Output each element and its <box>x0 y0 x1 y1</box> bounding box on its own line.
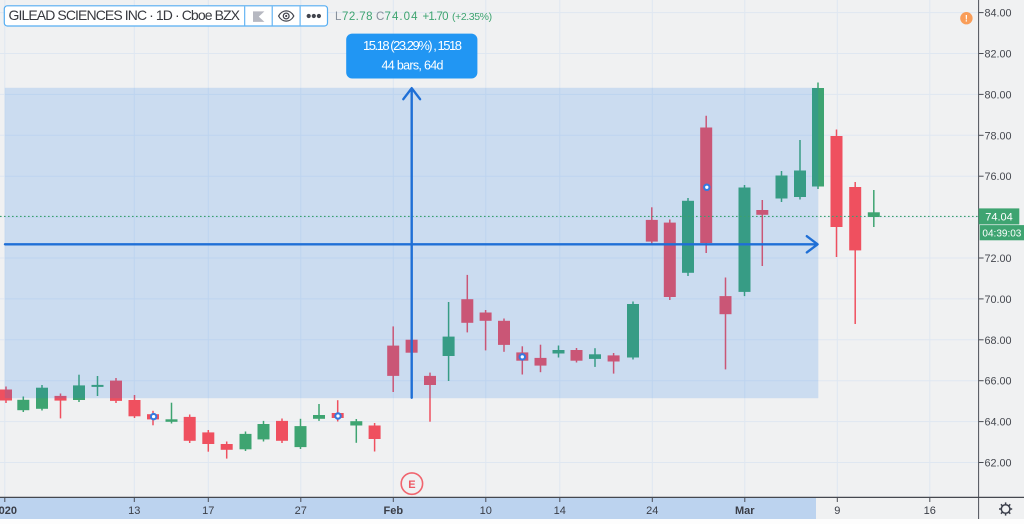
svg-text:15.18 (23.29%) , 1518: 15.18 (23.29%) , 1518 <box>363 38 462 53</box>
svg-text:GILEAD SCIENCES INC · 1D · Cbo: GILEAD SCIENCES INC · 1D · Cboe BZX <box>9 7 241 23</box>
svg-text:66.00: 66.00 <box>985 376 1012 388</box>
svg-text:27: 27 <box>295 505 307 517</box>
svg-text:L: L <box>335 11 342 23</box>
svg-text:64.00: 64.00 <box>985 417 1012 429</box>
svg-text:62.00: 62.00 <box>985 458 1012 470</box>
svg-text:84.00: 84.00 <box>985 8 1012 20</box>
svg-text:78.00: 78.00 <box>985 130 1012 142</box>
svg-text:80.00: 80.00 <box>985 89 1012 101</box>
svg-text:04:39:03: 04:39:03 <box>982 229 1021 240</box>
svg-text:Feb: Feb <box>384 505 404 517</box>
svg-text:16: 16 <box>924 505 936 517</box>
svg-text:82.00: 82.00 <box>985 49 1012 61</box>
svg-text:C: C <box>376 11 384 23</box>
svg-text:44 bars, 64d: 44 bars, 64d <box>382 59 444 73</box>
svg-text:!: ! <box>965 14 968 24</box>
svg-text:10: 10 <box>480 505 492 517</box>
svg-text:72.00: 72.00 <box>985 253 1012 265</box>
svg-text:74.04: 74.04 <box>985 212 1013 224</box>
svg-text:24: 24 <box>646 505 658 517</box>
svg-text:68.00: 68.00 <box>985 335 1012 347</box>
svg-text:14: 14 <box>554 505 566 517</box>
svg-text:2020: 2020 <box>0 505 17 517</box>
svg-text:74.04: 74.04 <box>385 11 419 23</box>
svg-text:72.78: 72.78 <box>342 11 373 23</box>
svg-text:9: 9 <box>834 505 840 517</box>
svg-text:17: 17 <box>202 505 214 517</box>
svg-text:Mar: Mar <box>735 505 755 517</box>
svg-text:E: E <box>408 479 415 491</box>
svg-text:+1.70: +1.70 <box>423 11 449 23</box>
svg-text:13: 13 <box>128 505 140 517</box>
svg-text:70.00: 70.00 <box>985 294 1012 306</box>
svg-text:76.00: 76.00 <box>985 171 1012 183</box>
svg-text:(+2.35%): (+2.35%) <box>452 11 492 23</box>
